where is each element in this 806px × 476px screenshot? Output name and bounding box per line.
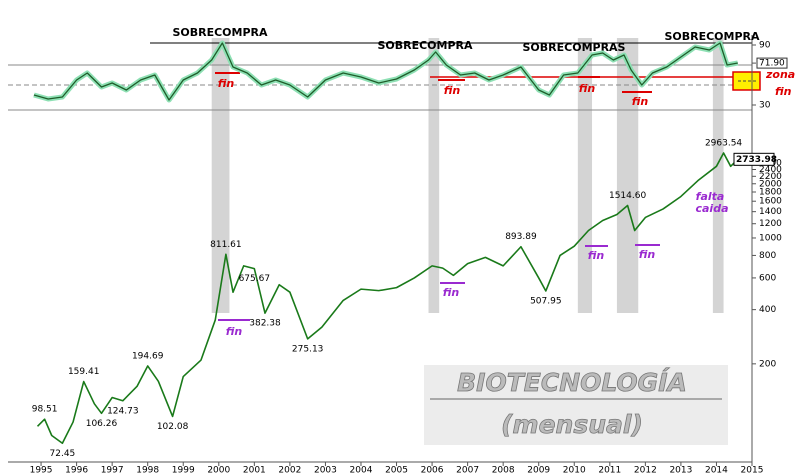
x-tick-label: 1995 <box>30 466 53 476</box>
annotation: SOBRECOMPRA <box>172 26 268 39</box>
value-label: 72.45 <box>50 449 76 459</box>
value-label: 507.95 <box>530 296 562 306</box>
y-tick-label: 1800 <box>759 188 782 198</box>
fin-label: fin <box>579 82 596 95</box>
value-label: 124.73 <box>107 406 139 416</box>
fin-markers-top <box>215 72 652 93</box>
fin-label: fin <box>639 248 656 261</box>
fin-label: fin <box>775 85 792 98</box>
y-tick-label: 1600 <box>759 197 782 207</box>
shaded-period <box>616 38 639 313</box>
value-label: 893.89 <box>505 232 537 242</box>
shaded-period <box>712 38 724 313</box>
shaded-period <box>428 38 440 313</box>
value-label: 98.51 <box>32 405 58 415</box>
x-tick-label: 2001 <box>243 466 266 476</box>
value-label: 2963.54 <box>705 139 742 149</box>
value-label: 106.26 <box>86 419 118 429</box>
title-box <box>424 365 728 445</box>
x-tick-label: 2003 <box>314 466 337 476</box>
x-tick-label: 2014 <box>705 466 728 476</box>
x-tick-label: 2013 <box>669 466 692 476</box>
y-tick-label: 71.90 <box>759 59 785 69</box>
shade-layer <box>211 38 724 313</box>
last-value-label: 2733.98 <box>736 155 777 165</box>
y-tick-label: 1400 <box>759 207 782 217</box>
annotation: SOBRECOMPRA <box>377 39 473 52</box>
fin-markers-bottom <box>218 244 660 321</box>
x-tick-label: 1999 <box>172 466 195 476</box>
x-tick-label: 2009 <box>527 466 550 476</box>
value-label: 382.38 <box>249 319 281 329</box>
chart-title: BIOTECNOLOGÍA <box>457 368 687 397</box>
y-tick-label: 90 <box>759 41 771 51</box>
x-tick-label: 2007 <box>456 466 479 476</box>
value-label: 194.69 <box>132 351 164 361</box>
x-tick-label: 2002 <box>278 466 301 476</box>
fin-label: fin <box>443 286 460 299</box>
annotation: SOBRECOMPRAS <box>523 41 626 54</box>
x-tick-label: 2010 <box>563 466 586 476</box>
value-label: 275.13 <box>292 344 324 354</box>
x-tick-label: 2011 <box>598 466 621 476</box>
x-tick-label: 1998 <box>136 466 159 476</box>
x-tick-label: 2006 <box>421 466 444 476</box>
fin-label: fin <box>632 95 649 108</box>
value-label: 811.61 <box>210 240 242 250</box>
x-tick-label: 2012 <box>634 466 657 476</box>
series-line <box>33 42 738 101</box>
y-tick-label: 30 <box>759 101 771 111</box>
shaded-period <box>211 38 230 313</box>
y-tick-label: 600 <box>759 273 776 283</box>
y-tick-label: 2200 <box>759 172 782 182</box>
y-tick-label: 400 <box>759 305 776 315</box>
y-tick-label: 1200 <box>759 219 782 229</box>
fin-label: fin <box>588 249 605 262</box>
x-tick-label: 2015 <box>741 466 764 476</box>
y-tick-label: 2400 <box>759 165 782 175</box>
value-label: 159.41 <box>68 367 100 377</box>
value-label: 1514.60 <box>609 191 646 201</box>
chart-subtitle: (mensual) <box>501 410 643 439</box>
value-label: 102.08 <box>157 422 189 432</box>
y-tick-box <box>756 57 788 69</box>
x-tick-label: 2008 <box>492 466 515 476</box>
annotation: SOBRECOMPRA <box>664 30 760 43</box>
zone-label: zona <box>765 68 795 81</box>
note-label: falta <box>696 190 725 203</box>
y-tick-label: 800 <box>759 251 776 261</box>
x-tick-label: 1997 <box>101 466 124 476</box>
y-tick-label: 1000 <box>759 233 782 243</box>
fin-label: fin <box>218 77 235 90</box>
last-value-box <box>733 152 775 166</box>
x-tick-label: 2005 <box>385 466 408 476</box>
x-tick-label: 1996 <box>65 466 88 476</box>
x-tick-label: 2004 <box>350 466 373 476</box>
note-label: caida <box>695 202 728 215</box>
series-line <box>36 152 739 445</box>
fin-label: fin <box>444 84 461 97</box>
fin-label: fin <box>226 325 243 338</box>
shaded-period <box>577 38 593 313</box>
x-tick-label: 2000 <box>207 466 230 476</box>
value-label: 675.67 <box>239 274 271 284</box>
y-tick-label: 200 <box>759 359 776 369</box>
zone-box <box>732 71 761 91</box>
y-tick-label: 2000 <box>759 179 782 189</box>
